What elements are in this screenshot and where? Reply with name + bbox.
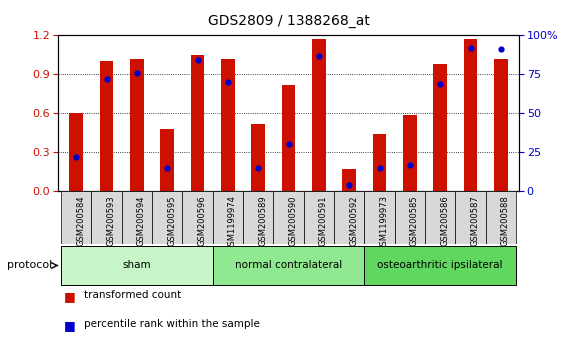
Point <box>223 79 233 85</box>
Point <box>284 142 293 147</box>
Text: normal contralateral: normal contralateral <box>235 261 342 270</box>
Point <box>405 162 415 167</box>
Text: GDS2809 / 1388268_at: GDS2809 / 1388268_at <box>208 14 369 28</box>
Text: GSM200591: GSM200591 <box>319 195 328 246</box>
Bar <box>61 191 92 244</box>
Text: GSM200593: GSM200593 <box>107 195 115 246</box>
Bar <box>251 124 265 191</box>
Text: GSM200589: GSM200589 <box>258 195 267 246</box>
Text: GSM200584: GSM200584 <box>76 195 85 246</box>
Bar <box>364 191 395 244</box>
Text: osteoarthritic ipsilateral: osteoarthritic ipsilateral <box>378 261 503 270</box>
Point <box>102 76 111 82</box>
Bar <box>494 59 508 191</box>
Point <box>162 165 172 171</box>
Text: percentile rank within the sample: percentile rank within the sample <box>84 319 260 329</box>
Text: GSM200595: GSM200595 <box>167 195 176 246</box>
Bar <box>485 191 516 244</box>
Bar <box>122 191 152 244</box>
Bar <box>433 64 447 191</box>
Text: GSM200596: GSM200596 <box>198 195 206 246</box>
Bar <box>312 39 326 191</box>
Bar <box>130 59 144 191</box>
Text: GSM200590: GSM200590 <box>288 195 298 246</box>
Text: ■: ■ <box>64 290 75 303</box>
Bar <box>152 191 182 244</box>
Bar <box>282 85 295 191</box>
Bar <box>191 55 204 191</box>
Text: sham: sham <box>122 261 151 270</box>
Bar <box>92 191 122 244</box>
Point <box>375 165 384 171</box>
Point <box>496 47 506 52</box>
Bar <box>364 246 516 285</box>
Bar <box>425 191 455 244</box>
Bar <box>61 246 213 285</box>
Point <box>345 182 354 188</box>
Point <box>193 57 202 63</box>
Bar <box>273 191 304 244</box>
Bar <box>403 115 416 191</box>
Text: protocol: protocol <box>7 261 52 270</box>
Bar <box>182 191 213 244</box>
Bar <box>243 191 273 244</box>
Bar <box>334 191 364 244</box>
Text: GSM200587: GSM200587 <box>470 195 480 246</box>
Text: GSM200586: GSM200586 <box>440 195 450 246</box>
Bar <box>373 134 386 191</box>
Text: GSM200594: GSM200594 <box>137 195 146 246</box>
Text: transformed count: transformed count <box>84 290 182 300</box>
Text: GSM1199974: GSM1199974 <box>228 195 237 251</box>
Point <box>71 154 81 160</box>
Point <box>132 70 142 76</box>
Text: ■: ■ <box>64 319 75 332</box>
Point <box>253 165 263 171</box>
Bar <box>213 191 243 244</box>
Bar <box>342 169 356 191</box>
Text: GSM200592: GSM200592 <box>349 195 358 246</box>
Point <box>466 45 475 51</box>
Bar <box>161 129 174 191</box>
Bar <box>455 191 485 244</box>
Point <box>314 53 324 58</box>
Bar <box>213 246 364 285</box>
Bar <box>304 191 334 244</box>
Text: GSM200585: GSM200585 <box>410 195 419 246</box>
Bar <box>70 113 83 191</box>
Text: GSM1199973: GSM1199973 <box>379 195 389 251</box>
Bar <box>464 39 477 191</box>
Text: GSM200588: GSM200588 <box>501 195 510 246</box>
Point <box>436 81 445 86</box>
Bar <box>395 191 425 244</box>
Bar <box>221 59 235 191</box>
Bar <box>100 61 113 191</box>
